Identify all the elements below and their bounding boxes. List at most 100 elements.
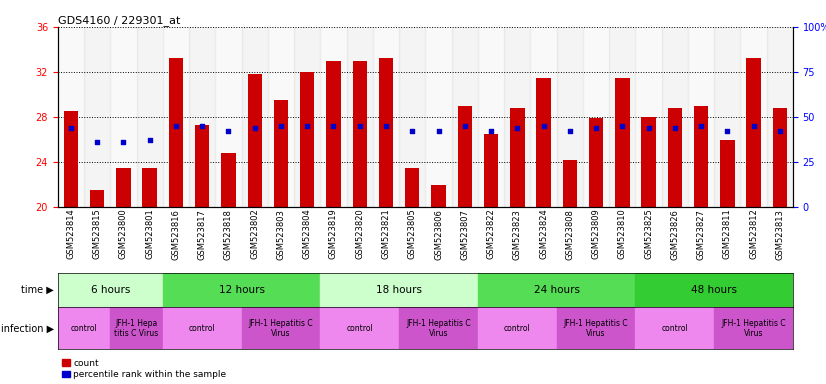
- Bar: [478, 27, 504, 207]
- Bar: [635, 273, 793, 307]
- Bar: [379, 58, 393, 207]
- Point: [721, 127, 734, 134]
- Bar: [609, 27, 635, 207]
- Bar: [64, 111, 78, 207]
- Bar: [563, 160, 577, 207]
- Point: [747, 123, 760, 129]
- Bar: [767, 27, 793, 207]
- Point: [406, 127, 419, 134]
- Bar: [583, 27, 609, 207]
- Text: JFH-1 Hepatitis C
Virus: JFH-1 Hepatitis C Virus: [406, 319, 471, 338]
- Bar: [478, 273, 635, 307]
- Bar: [635, 307, 714, 349]
- Bar: [221, 153, 235, 207]
- Point: [64, 125, 78, 131]
- Bar: [169, 58, 183, 207]
- Point: [432, 127, 445, 134]
- Bar: [111, 27, 136, 207]
- Bar: [84, 27, 111, 207]
- Bar: [458, 106, 472, 207]
- Bar: [530, 27, 557, 207]
- Point: [91, 139, 104, 145]
- Text: JFH-1 Hepatitis C
Virus: JFH-1 Hepatitis C Virus: [249, 319, 313, 338]
- Bar: [163, 273, 320, 307]
- Bar: [405, 168, 420, 207]
- Text: JFH-1 Hepatitis C
Virus: JFH-1 Hepatitis C Virus: [563, 319, 629, 338]
- Text: control: control: [504, 324, 530, 333]
- Bar: [136, 27, 163, 207]
- Point: [642, 125, 655, 131]
- Bar: [326, 61, 340, 207]
- Point: [248, 125, 261, 131]
- Bar: [431, 185, 446, 207]
- Bar: [557, 307, 635, 349]
- Bar: [667, 108, 682, 207]
- Bar: [241, 27, 268, 207]
- Bar: [694, 106, 708, 207]
- Point: [537, 123, 550, 129]
- Bar: [425, 27, 452, 207]
- Bar: [143, 168, 157, 207]
- Bar: [268, 27, 294, 207]
- Point: [222, 127, 235, 134]
- Bar: [747, 58, 761, 207]
- Bar: [662, 27, 688, 207]
- Bar: [195, 125, 210, 207]
- Bar: [111, 307, 163, 349]
- Bar: [772, 108, 787, 207]
- Text: control: control: [346, 324, 373, 333]
- Bar: [589, 118, 603, 207]
- Bar: [353, 61, 367, 207]
- Text: 6 hours: 6 hours: [91, 285, 130, 295]
- Point: [116, 139, 130, 145]
- Bar: [163, 27, 189, 207]
- Bar: [557, 27, 583, 207]
- Bar: [641, 117, 656, 207]
- Text: infection ▶: infection ▶: [1, 323, 54, 333]
- Text: 18 hours: 18 hours: [376, 285, 422, 295]
- Bar: [116, 168, 131, 207]
- Bar: [688, 27, 714, 207]
- Point: [695, 123, 708, 129]
- Bar: [373, 27, 399, 207]
- Bar: [320, 273, 478, 307]
- Bar: [248, 74, 262, 207]
- Point: [510, 125, 524, 131]
- Point: [379, 123, 392, 129]
- Bar: [740, 27, 767, 207]
- Text: JFH-1 Hepatitis C
Virus: JFH-1 Hepatitis C Virus: [721, 319, 786, 338]
- Bar: [320, 27, 347, 207]
- Bar: [300, 72, 315, 207]
- Legend: count, percentile rank within the sample: count, percentile rank within the sample: [62, 359, 226, 379]
- Text: control: control: [189, 324, 216, 333]
- Bar: [216, 27, 241, 207]
- Point: [327, 123, 340, 129]
- Text: time ▶: time ▶: [21, 285, 54, 295]
- Point: [354, 123, 367, 129]
- Point: [590, 125, 603, 131]
- Bar: [504, 27, 530, 207]
- Text: 48 hours: 48 hours: [691, 285, 737, 295]
- Bar: [720, 140, 734, 207]
- Bar: [58, 27, 84, 207]
- Bar: [90, 190, 104, 207]
- Text: 24 hours: 24 hours: [534, 285, 580, 295]
- Text: JFH-1 Hepa
titis C Virus: JFH-1 Hepa titis C Virus: [115, 319, 159, 338]
- Bar: [536, 78, 551, 207]
- Point: [484, 127, 497, 134]
- Bar: [714, 307, 793, 349]
- Point: [563, 127, 577, 134]
- Text: GDS4160 / 229301_at: GDS4160 / 229301_at: [58, 15, 180, 26]
- Point: [196, 123, 209, 129]
- Point: [458, 123, 472, 129]
- Bar: [615, 78, 629, 207]
- Text: 12 hours: 12 hours: [219, 285, 264, 295]
- Bar: [478, 307, 557, 349]
- Bar: [294, 27, 320, 207]
- Bar: [189, 27, 216, 207]
- Bar: [484, 134, 498, 207]
- Bar: [347, 27, 373, 207]
- Bar: [714, 27, 740, 207]
- Bar: [399, 27, 425, 207]
- Text: control: control: [71, 324, 97, 333]
